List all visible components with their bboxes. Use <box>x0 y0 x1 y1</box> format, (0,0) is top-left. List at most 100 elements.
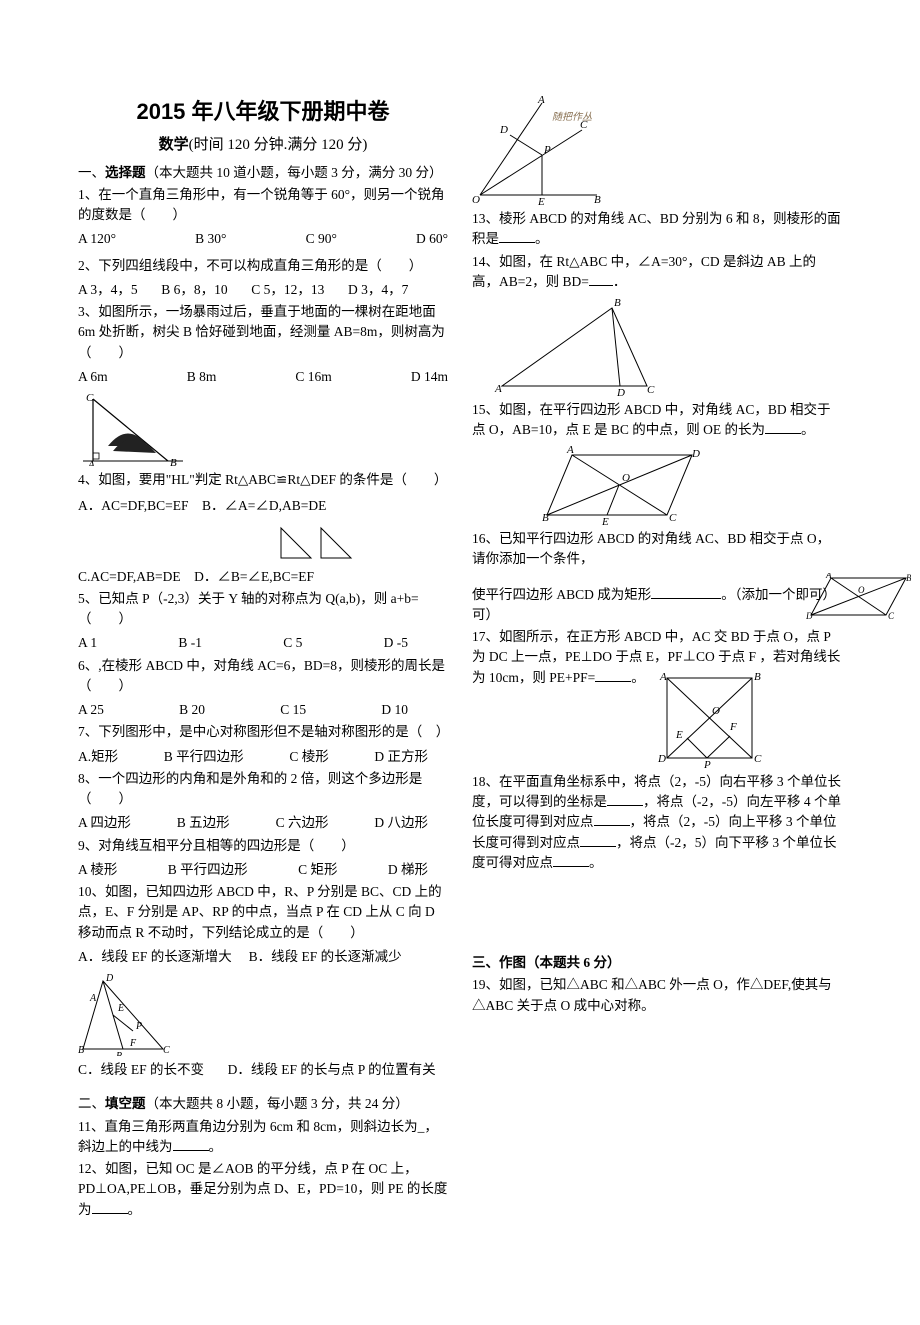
q7-opt-d: D 正方形 <box>374 747 428 767</box>
q14-figure: A B C D <box>492 296 842 396</box>
svg-text:C: C <box>86 392 94 404</box>
q11: 11、直角三角形两直角边分别为 6cm 和 8cm，则斜边长为_，斜边上的中线为… <box>78 1117 448 1158</box>
q6-opt-a: A 25 <box>78 700 104 720</box>
svg-text:E: E <box>675 729 683 741</box>
q10: 10、如图，已知四边形 ABCD 中，R、P 分别是 BC、CD 上的点，E、F… <box>78 882 448 943</box>
svg-text:R: R <box>115 1051 122 1056</box>
q14-blank <box>589 272 613 286</box>
svg-text:C: C <box>163 1045 170 1056</box>
section-3-header: 三、作图（本题共 6 分） <box>472 953 842 973</box>
q4: 4、如图，要用"HL"判定 Rt△ABC≌Rt△DEF 的条件是（ ） <box>78 470 448 490</box>
q8-opt-c: C 六边形 <box>276 813 329 833</box>
q5-options: A 1 B -1 C 5 D -5 <box>78 633 448 653</box>
svg-text:D: D <box>657 753 666 765</box>
svg-text:F: F <box>129 1038 137 1049</box>
q7-opt-c: C 棱形 <box>289 747 328 767</box>
q1-options: A 120° B 30° C 90° D 60° <box>78 229 448 249</box>
svg-text:C: C <box>888 611 895 621</box>
q10-opt-d: D．线段 EF 的长与点 P 的位置有关 <box>228 1062 436 1077</box>
q10-options-row1: A．线段 EF 的长逐渐增大 B．线段 EF 的长逐渐减少 <box>78 947 448 967</box>
q16-text-a: 16、已知平行四边形 ABCD 的对角线 AC、BD 相交于点 O，请你添加一个… <box>472 531 830 566</box>
q7-opt-b: B 平行四边形 <box>164 747 244 767</box>
svg-text:D: D <box>806 611 813 621</box>
q2-opt-b: B 6，8，10 <box>161 282 227 297</box>
svg-text:A: A <box>537 95 545 106</box>
q10-opt-a: A．线段 EF 的长逐渐增大 <box>78 949 232 964</box>
svg-text:D: D <box>105 973 114 984</box>
q8-opt-d: D 八边形 <box>374 813 428 833</box>
svg-text:A: A <box>566 445 574 456</box>
svg-text:O: O <box>472 194 480 205</box>
q9: 9、对角线互相平分且相等的四边形是（ ） <box>78 836 448 856</box>
q18-blank-2 <box>594 813 630 827</box>
q12: 12、如图，已知 OC 是∠AOB 的平分线，点 P 在 OC 上，PD⊥OA,… <box>78 1159 448 1220</box>
q2-opt-d: D 3，4，7 <box>348 282 408 297</box>
q16-text-b: 使平行四边形 ABCD 成为矩形 <box>472 587 651 602</box>
q6-opt-c: C 15 <box>280 700 306 720</box>
q18-blank-4 <box>553 853 589 867</box>
q14-text: 14、如图，在 Rt△ABC 中，∠A=30°，CD 是斜边 AB 上的高，AB… <box>472 254 816 289</box>
q4-opt-c: C.AC=DF,AB=DE <box>78 569 181 584</box>
q15-figure: A D B C E O <box>542 445 842 525</box>
q7-options: A.矩形 B 平行四边形 C 棱形 D 正方形 <box>78 747 448 767</box>
svg-text:E: E <box>537 196 545 205</box>
q10-opt-c: C．线段 EF 的长不变 <box>78 1062 204 1077</box>
q8-opt-a: A 四边形 <box>78 813 131 833</box>
q8: 8、一个四边形的内角和是外角和的 2 倍，则这个多边形是（ ） <box>78 769 448 810</box>
q3-options: A 6m B 8m C 16m D 14m <box>78 367 448 387</box>
q1-opt-b: B 30° <box>195 229 226 249</box>
q3-opt-d: D 14m <box>411 367 448 387</box>
svg-text:O: O <box>858 585 865 595</box>
q19: 19、如图，已知△ABC 和△ABC 外一点 O，作△DEF,使其与△ABC 关… <box>472 975 842 1016</box>
q8-opt-b: B 五边形 <box>177 813 230 833</box>
subtitle-meta: (时间 120 分钟.满分 120 分) <box>189 137 368 153</box>
q15-blank <box>765 421 801 435</box>
q13-tail: 。 <box>535 231 549 246</box>
page-title: 2015 年八年级下册期中卷 <box>78 95 448 128</box>
subtitle: 数学(时间 120 分钟.满分 120 分) <box>78 134 448 157</box>
q18-text-e: 。 <box>589 855 603 870</box>
q3-figure: C A B <box>78 391 448 466</box>
q12-tail: 。 <box>128 1202 142 1217</box>
q1-opt-c: C 90° <box>306 229 337 249</box>
svg-text:D: D <box>616 387 625 396</box>
svg-text:E: E <box>117 1003 124 1014</box>
q2-opt-a: A 3，4，5 <box>78 282 138 297</box>
q10-opt-b: B．线段 EF 的长逐渐减少 <box>249 949 402 964</box>
q11-blank <box>173 1137 209 1151</box>
svg-text:A: A <box>87 459 95 466</box>
q6-opt-d: D 10 <box>381 700 408 720</box>
q2-options: A 3，4，5 B 6，8，10 C 5，12，13 D 3，4，7 <box>78 280 448 300</box>
q16: 16、已知平行四边形 ABCD 的对角线 AC、BD 相交于点 O，请你添加一个… <box>472 529 842 570</box>
q10-options-row2: C．线段 EF 的长不变 D．线段 EF 的长与点 P 的位置有关 <box>78 1060 448 1080</box>
svg-text:B: B <box>170 457 177 466</box>
q5-opt-a: A 1 <box>78 633 97 653</box>
q14: 14、如图，在 Rt△ABC 中，∠A=30°，CD 是斜边 AB 上的高，AB… <box>472 252 842 293</box>
svg-text:O: O <box>712 705 720 717</box>
q17-tail: 。 <box>631 670 645 685</box>
q5-opt-d: D -5 <box>384 633 408 653</box>
section-2-header: 二、填空题（本大题共 8 小题，每小题 3 分，共 24 分） <box>78 1094 448 1114</box>
q6-opt-b: B 20 <box>179 700 205 720</box>
svg-text:A: A <box>494 383 502 395</box>
q7-opt-a: A.矩形 <box>78 747 118 767</box>
q9-opt-a: A 棱形 <box>78 860 117 880</box>
svg-text:B: B <box>78 1045 84 1056</box>
q16-line2: 使平行四边形 ABCD 成为矩形。（添加一个即可）可） A B D C O <box>472 569 842 625</box>
svg-text:F: F <box>729 721 737 733</box>
q4-opt-d: D．∠B=∠E,BC=EF <box>194 569 314 584</box>
q3-opt-b: B 8m <box>187 367 217 387</box>
q13-blank <box>499 230 535 244</box>
section-1-header: 一、选择题（本大题共 10 道小题，每小题 3 分，满分 30 分） <box>78 163 448 183</box>
svg-text:P: P <box>703 759 711 768</box>
svg-text:P: P <box>135 1021 142 1032</box>
svg-text:A: A <box>659 671 667 683</box>
q17-figure: A B C D O E F P <box>652 668 842 768</box>
svg-text:B: B <box>754 671 761 683</box>
q6-options: A 25 B 20 C 15 D 10 <box>78 700 448 720</box>
q3: 3、如图所示，一场暴雨过后，垂直于地面的一棵树在距地面 6m 处折断，树尖 B … <box>78 302 448 363</box>
q13: 13、棱形 ABCD 的对角线 AC、BD 分别为 6 和 8，则棱形的面积是。 <box>472 209 842 250</box>
svg-text:C: C <box>669 512 677 524</box>
q4-options-row2: C.AC=DF,AB=DE D．∠B=∠E,BC=EF <box>78 567 448 587</box>
q1-opt-a: A 120° <box>78 229 116 249</box>
